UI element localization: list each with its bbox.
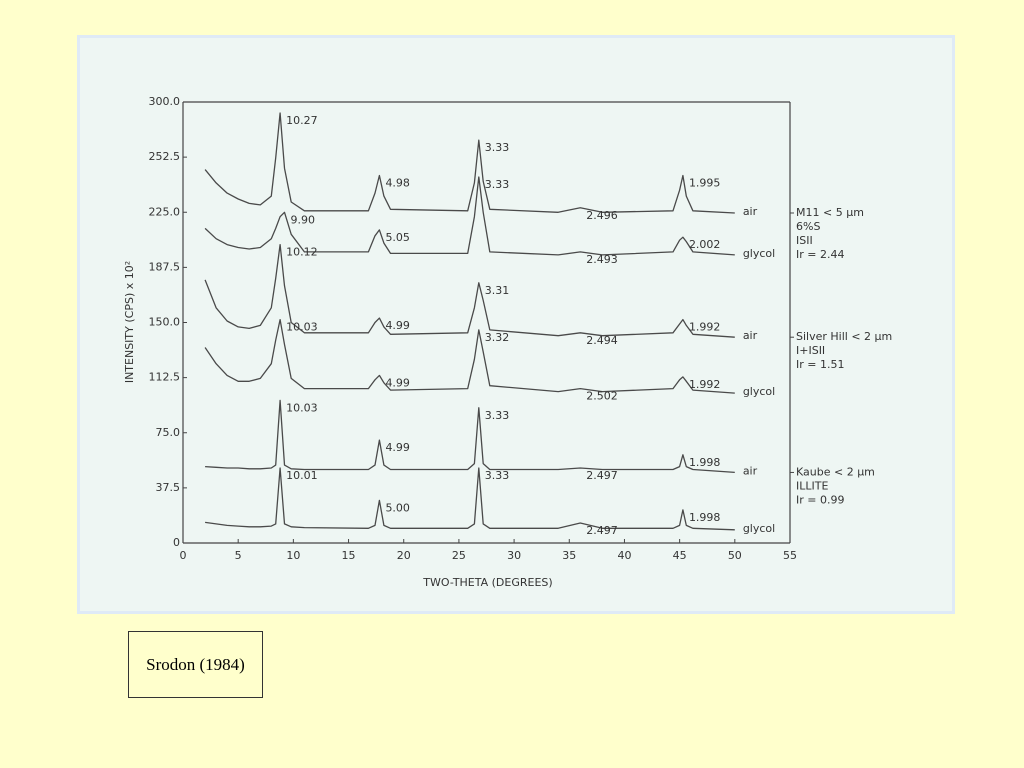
y-tick-label: 37.5: [156, 481, 181, 494]
x-tick-label: 50: [728, 549, 742, 562]
trace-line: [204, 318, 735, 394]
peak-label: 1.995: [689, 177, 721, 190]
group-label: I+ISII: [796, 344, 825, 357]
x-tick-label: 45: [673, 549, 687, 562]
y-tick-label: 187.5: [149, 260, 181, 273]
trace-line: [204, 112, 735, 214]
peak-label: 10.03: [286, 321, 318, 334]
group-label: Kaube < 2 μm: [796, 465, 875, 478]
peak-label: 10.12: [286, 246, 318, 259]
trace-line: [204, 243, 735, 338]
series-label: air: [743, 329, 758, 342]
caption: Srodon (1984): [128, 631, 263, 698]
y-tick-label: 75.0: [156, 426, 181, 439]
peak-label: 3.33: [485, 141, 510, 154]
peak-label: 4.99: [385, 441, 410, 454]
peak-label: 1.992: [689, 378, 721, 391]
y-tick-label: 300.0: [149, 95, 181, 108]
peak-label: 2.497: [586, 524, 618, 537]
series-label: glycol: [743, 385, 775, 398]
peak-label: 4.99: [385, 376, 410, 389]
group-label: ILLITE: [796, 479, 828, 492]
peak-label: 9.90: [291, 213, 316, 226]
series-label: glycol: [743, 247, 775, 260]
y-tick-label: 150.0: [149, 316, 181, 329]
x-tick-label: 40: [617, 549, 631, 562]
peak-label: 1.998: [689, 511, 721, 524]
peak-label: 4.99: [385, 319, 410, 332]
group-label: Ir = 2.44: [796, 248, 844, 261]
group-label: Ir = 1.51: [796, 358, 844, 371]
group-label: ISII: [796, 234, 813, 247]
chart-panel: [77, 35, 955, 614]
peak-label: 2.494: [586, 334, 618, 347]
y-axis-label: INTENSITY (CPS) x 10²: [123, 261, 136, 383]
x-tick-label: 20: [397, 549, 411, 562]
y-tick-label: 225.0: [149, 205, 181, 218]
peak-label: 2.502: [586, 390, 618, 403]
x-tick-label: 5: [235, 549, 242, 562]
group-label: Silver Hill < 2 μm: [796, 330, 892, 343]
x-tick-label: 30: [507, 549, 521, 562]
trace-line: [204, 176, 735, 256]
peak-label: 3.33: [485, 178, 510, 191]
series-label: air: [743, 464, 758, 477]
series-label: air: [743, 205, 758, 218]
peak-label: 3.31: [485, 284, 510, 297]
peak-label: 5.05: [385, 231, 410, 244]
peak-label: 1.992: [689, 321, 721, 334]
peak-label: 2.493: [586, 253, 618, 266]
peak-label: 2.496: [586, 209, 618, 222]
trace-line: [205, 467, 735, 531]
peak-label: 4.98: [385, 177, 410, 190]
x-tick-label: 25: [452, 549, 466, 562]
x-tick-label: 35: [562, 549, 576, 562]
peak-label: 10.01: [286, 469, 318, 482]
x-tick-label: 0: [180, 549, 187, 562]
y-tick-label: 252.5: [149, 150, 181, 163]
y-tick-label: 0: [173, 536, 180, 549]
peak-label: 3.33: [485, 469, 510, 482]
peak-label: 10.03: [286, 401, 318, 414]
peak-label: 2.002: [689, 238, 721, 251]
x-tick-label: 10: [286, 549, 300, 562]
series-label: glycol: [743, 522, 775, 535]
group-label: M11 < 5 μm: [796, 206, 864, 219]
peak-label: 3.32: [485, 331, 510, 344]
peak-label: 5.00: [385, 501, 410, 514]
peak-label: 3.33: [485, 409, 510, 422]
trace-line: [205, 399, 735, 474]
group-label: 6%S: [796, 220, 820, 233]
group-label: Ir = 0.99: [796, 493, 844, 506]
peak-label: 2.497: [586, 469, 618, 482]
peak-label: 10.27: [286, 114, 318, 127]
peak-label: 1.998: [689, 456, 721, 469]
x-tick-label: 55: [783, 549, 797, 562]
y-tick-label: 112.5: [149, 371, 181, 384]
x-axis-label: TWO-THETA (DEGREES): [422, 576, 552, 589]
x-tick-label: 15: [342, 549, 356, 562]
